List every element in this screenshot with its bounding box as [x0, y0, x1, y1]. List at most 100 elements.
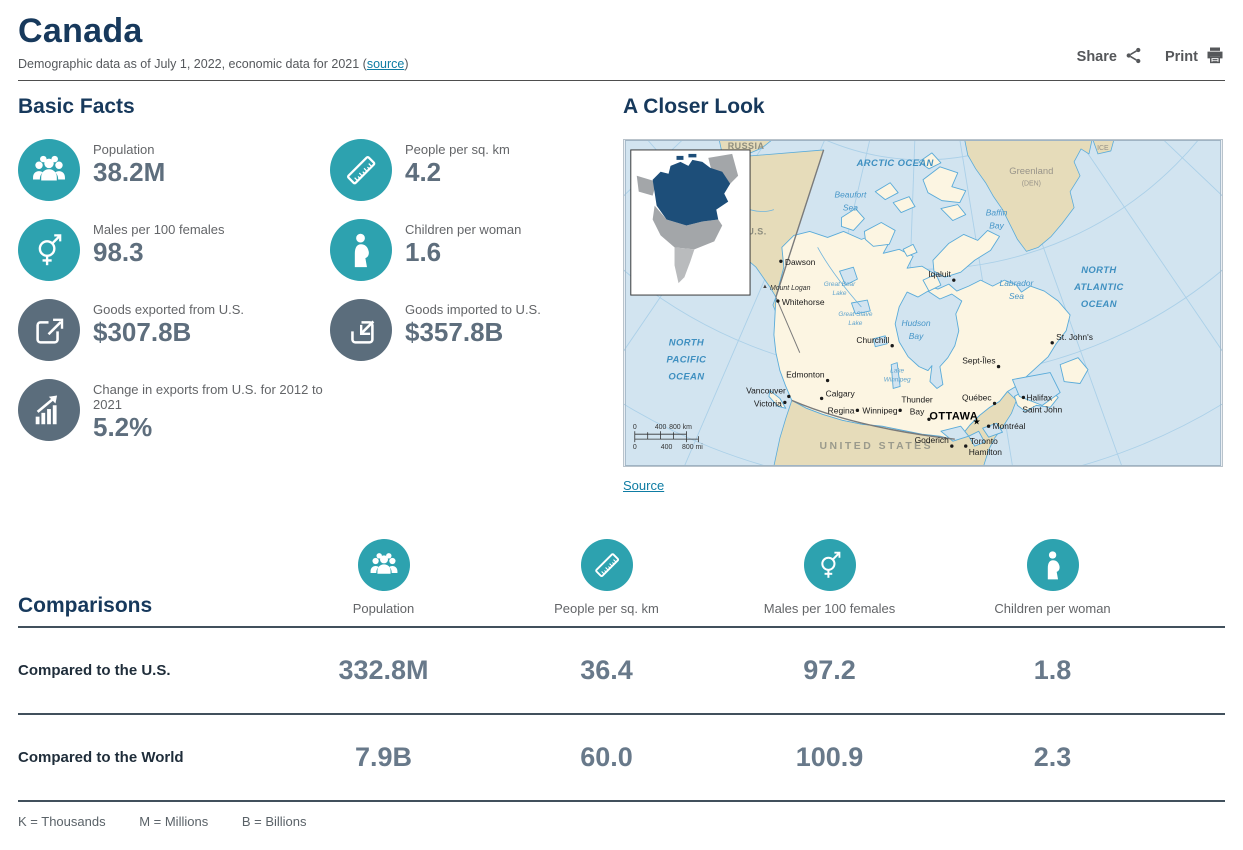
svg-text:0: 0 — [633, 424, 637, 431]
stat-label: Goods exported from U.S. — [93, 302, 245, 317]
legend-millions: M = Millions — [139, 814, 209, 829]
column-header-sex-ratio: Males per 100 females — [718, 539, 941, 626]
svg-text:Great Bear: Great Bear — [824, 281, 856, 288]
svg-text:800 mi: 800 mi — [682, 444, 703, 451]
svg-text:Sept-Îles: Sept-Îles — [962, 356, 995, 366]
share-label: Share — [1076, 49, 1117, 65]
svg-text:Calgary: Calgary — [826, 388, 856, 398]
svg-text:Labrador: Labrador — [1000, 278, 1035, 288]
closer-look-heading: A Closer Look — [623, 95, 765, 118]
stat-text: Children per woman 1.6 — [405, 219, 521, 267]
row-label: Compared to the U.S. — [18, 662, 171, 679]
ruler-icon — [330, 139, 392, 201]
share-icon — [1124, 46, 1143, 69]
value-fertility: 1.8 — [1033, 655, 1072, 685]
svg-text:Thunder: Thunder — [901, 394, 933, 404]
value-population: 7.9B — [354, 742, 413, 772]
column-header-population: Population — [272, 539, 495, 626]
stat-imports: Goods imported to U.S. $357.8B — [330, 299, 605, 361]
svg-text:Baffin: Baffin — [986, 208, 1008, 218]
svg-text:NORTH: NORTH — [669, 338, 704, 349]
value-sex-ratio: 97.2 — [803, 655, 856, 685]
gender-icon — [18, 219, 80, 281]
closer-look-section: A Closer Look — [353, 0, 1243, 495]
print-button[interactable]: Print — [1165, 45, 1225, 69]
share-button[interactable]: Share — [1077, 46, 1143, 69]
source-link-map[interactable]: Source — [623, 478, 665, 493]
comparison-row-us: Compared to the U.S. 332.8M 36.4 97.2 1.… — [18, 628, 1225, 713]
value-sex-ratio: 100.9 — [795, 742, 864, 772]
svg-text:OTTAWA: OTTAWA — [929, 410, 978, 422]
export-icon — [18, 299, 80, 361]
svg-text:400: 400 — [661, 444, 673, 451]
mother-child-icon — [1026, 539, 1079, 591]
print-icon — [1205, 45, 1225, 69]
stat-label: Goods imported to U.S. — [405, 302, 541, 317]
svg-text:Dawson: Dawson — [785, 257, 816, 267]
stat-text: People per sq. km 4.2 — [405, 139, 510, 187]
svg-text:OCEAN: OCEAN — [668, 372, 704, 383]
canada-map: ARCTIC OCEAN NORTH PACIFIC OCEAN NORTH ATLANT… — [353, 0, 1243, 489]
svg-text:Lake: Lake — [848, 320, 862, 327]
north-america-inset — [630, 149, 751, 296]
svg-text:U.S.: U.S. — [747, 226, 766, 236]
svg-text:Great Slave: Great Slave — [838, 311, 872, 318]
population-icon — [18, 139, 80, 201]
stat-label: People per sq. km — [405, 142, 510, 157]
column-header-fertility: Children per woman — [941, 539, 1164, 626]
units-legend: K = Thousands M = Millions B = Billions — [18, 814, 1225, 829]
stat-value: $307.8B — [93, 317, 192, 347]
page-subtitle: Demographic data as of July 1, 2022, eco… — [18, 57, 409, 71]
basic-facts-grid: Population 38.2M People per sq. km 4.2 — [18, 139, 623, 442]
header-divider — [18, 80, 1225, 81]
comparisons-header-row: Comparisons Population People per sq. km… — [18, 539, 1225, 626]
mother-child-icon — [330, 219, 392, 281]
svg-text:0: 0 — [633, 444, 637, 451]
stat-exports: Goods exported from U.S. $307.8B — [18, 299, 330, 361]
svg-text:Bay: Bay — [989, 220, 1004, 230]
svg-text:Saint John: Saint John — [1022, 404, 1062, 414]
value-population: 332.8M — [338, 655, 429, 685]
svg-text:Lake: Lake — [833, 290, 847, 297]
svg-text:Churchill: Churchill — [856, 335, 889, 345]
stat-value: $357.8B — [405, 317, 504, 347]
svg-text:ICE: ICE — [1097, 145, 1109, 152]
print-label: Print — [1164, 49, 1198, 65]
svg-text:Victoria: Victoria — [754, 398, 782, 408]
stat-value: 1.6 — [405, 237, 442, 267]
stat-label: Change in exports from U.S. for 2012 to … — [93, 382, 323, 412]
page-title: Canada — [18, 12, 143, 50]
value-density: 36.4 — [580, 655, 633, 685]
svg-text:Winnipeg: Winnipeg — [884, 377, 911, 384]
legend-billions: B = Billions — [241, 814, 307, 829]
page-header: Canada Demographic data as of July 1, 20… — [18, 12, 1225, 71]
svg-text:Québec: Québec — [962, 392, 992, 402]
column-label: Population — [352, 601, 415, 616]
basic-facts-section: Basic Facts Population 38.2M — [18, 95, 623, 495]
comparisons-section: Comparisons Population People per sq. km… — [18, 539, 1225, 829]
comparisons-divider — [18, 713, 1225, 715]
column-label: Males per 100 females — [763, 601, 896, 616]
source-link-header[interactable]: source — [366, 57, 405, 71]
svg-text:RUSSIA: RUSSIA — [728, 141, 765, 151]
stat-text: Change in exports from U.S. for 2012 to … — [93, 379, 330, 442]
column-label: Children per woman — [994, 601, 1111, 616]
svg-text:ARCTIC OCEAN: ARCTIC OCEAN — [856, 158, 934, 169]
svg-text:800 km: 800 km — [669, 424, 692, 431]
svg-text:Toronto: Toronto — [970, 436, 998, 446]
stat-fertility: Children per woman 1.6 — [330, 219, 605, 281]
stat-text: Population 38.2M — [93, 139, 165, 187]
column-label: People per sq. km — [554, 601, 659, 616]
svg-text:Bay: Bay — [909, 331, 924, 341]
stat-value: 38.2M — [93, 157, 166, 187]
svg-text:Vancouver: Vancouver — [746, 385, 786, 395]
gender-icon — [803, 539, 856, 591]
svg-text:Regina: Regina — [828, 405, 855, 415]
svg-text:Sea: Sea — [843, 203, 858, 213]
main-content: Basic Facts Population 38.2M — [18, 0, 1243, 495]
import-icon — [330, 299, 392, 361]
stat-population: Population 38.2M — [18, 139, 330, 201]
growth-chart-icon — [18, 379, 80, 441]
svg-text:St. John's: St. John's — [1056, 332, 1093, 342]
svg-text:Goderich: Goderich — [915, 435, 950, 445]
